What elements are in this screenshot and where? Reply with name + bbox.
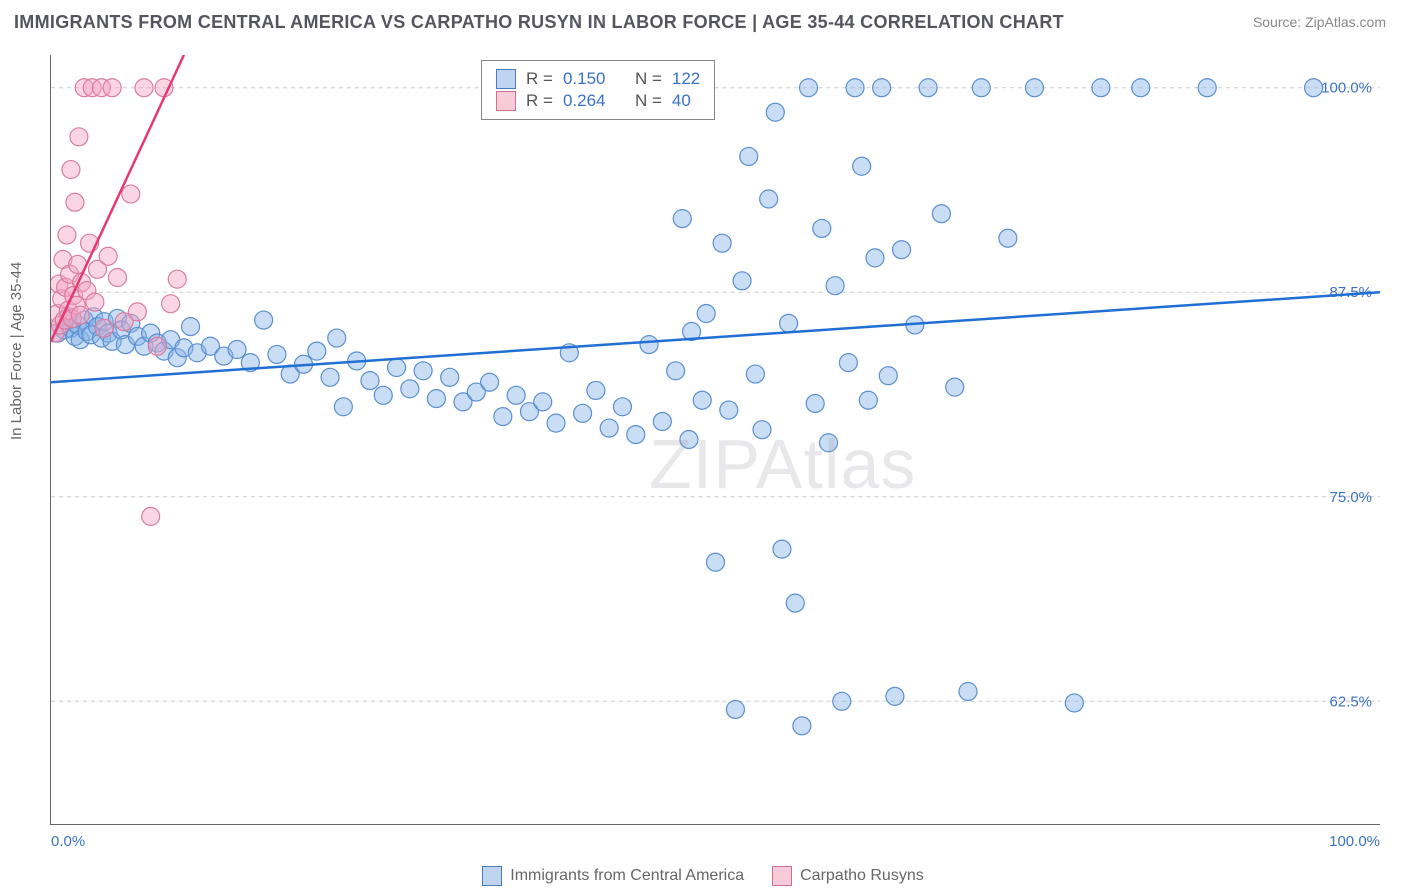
legend-swatch-blue-icon bbox=[482, 866, 502, 886]
swatch-blue-icon bbox=[496, 69, 516, 89]
chart-container: IMMIGRANTS FROM CENTRAL AMERICA VS CARPA… bbox=[0, 0, 1406, 892]
stat-r-label2: R = bbox=[526, 91, 553, 111]
legend-label-pink: Carpatho Rusyns bbox=[800, 867, 924, 885]
svg-text:62.5%: 62.5% bbox=[1330, 693, 1372, 710]
chart-title: IMMIGRANTS FROM CENTRAL AMERICA VS CARPA… bbox=[14, 12, 1064, 33]
stat-row-pink: R = 0.264 N = 40 bbox=[496, 91, 700, 111]
scatter-chart: 62.5%75.0%87.5%100.0% bbox=[51, 55, 1380, 824]
x-tick-0: 0.0% bbox=[51, 833, 85, 850]
stat-n-label2: N = bbox=[635, 91, 662, 111]
x-tick-100: 100.0% bbox=[1329, 833, 1380, 850]
stat-r-pink: 0.264 bbox=[563, 91, 606, 111]
swatch-pink-icon bbox=[496, 91, 516, 111]
stat-row-blue: R = 0.150 N = 122 bbox=[496, 69, 700, 89]
svg-text:100.0%: 100.0% bbox=[1321, 80, 1372, 97]
stat-n-blue: 122 bbox=[672, 69, 700, 89]
plot-area: 62.5%75.0%87.5%100.0% R = 0.150 N = 122 … bbox=[50, 55, 1380, 825]
stat-n-pink: 40 bbox=[672, 91, 691, 111]
legend-item-pink: Carpatho Rusyns bbox=[772, 866, 924, 886]
stat-r-blue: 0.150 bbox=[563, 69, 606, 89]
legend-label-blue: Immigrants from Central America bbox=[510, 867, 744, 885]
bottom-legend: Immigrants from Central America Carpatho… bbox=[0, 866, 1406, 886]
y-axis-label: In Labor Force | Age 35-44 bbox=[8, 262, 25, 440]
legend-item-blue: Immigrants from Central America bbox=[482, 866, 744, 886]
svg-text:75.0%: 75.0% bbox=[1330, 489, 1372, 506]
stat-n-label: N = bbox=[635, 69, 662, 89]
stat-r-label: R = bbox=[526, 69, 553, 89]
legend-swatch-pink-icon bbox=[772, 866, 792, 886]
source-text: Source: ZipAtlas.com bbox=[1253, 14, 1386, 30]
stat-legend: R = 0.150 N = 122 R = 0.264 N = 40 bbox=[481, 60, 715, 120]
